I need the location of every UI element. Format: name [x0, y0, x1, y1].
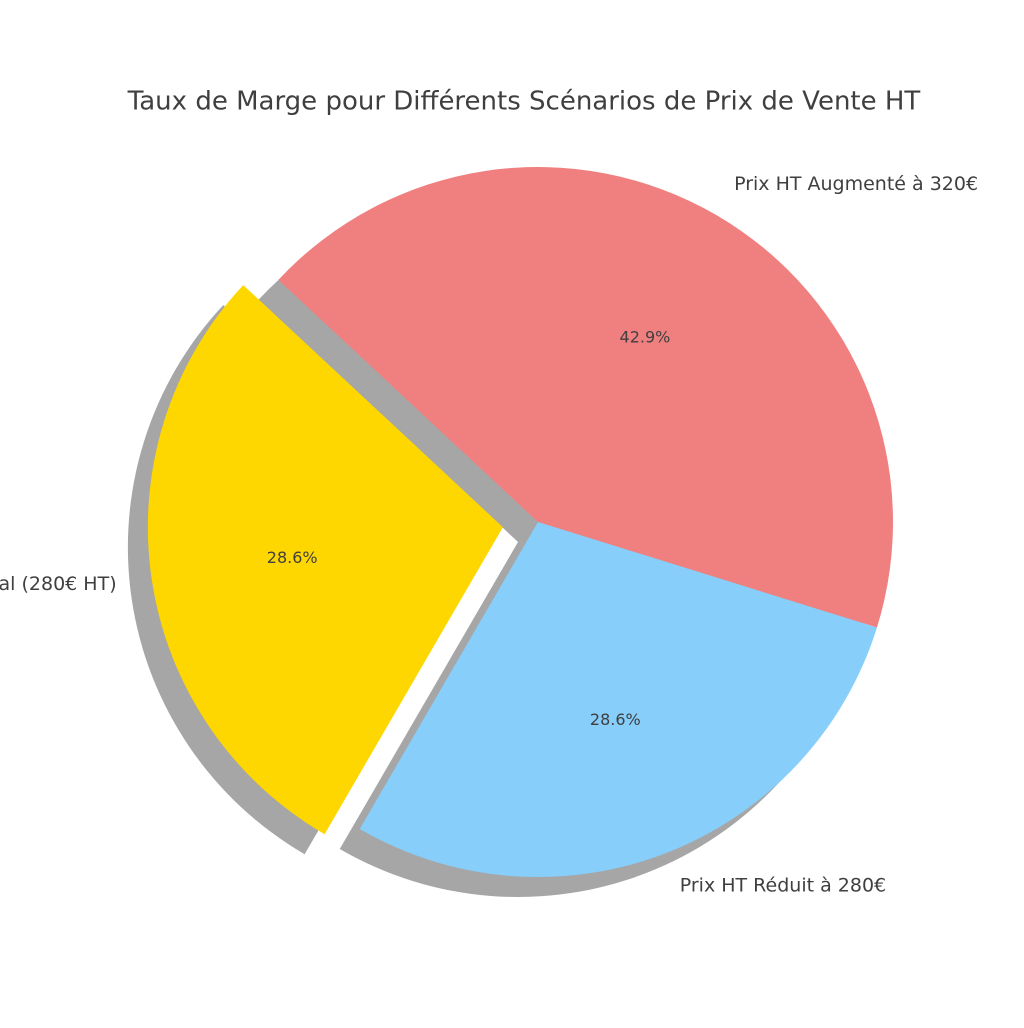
- pie-slice: [359, 522, 877, 877]
- value-label: 42.9%: [620, 327, 671, 346]
- chart-title: Taux de Marge pour Différents Scénarios …: [127, 87, 921, 117]
- category-label: al (280€ HT): [0, 573, 117, 595]
- slice-layer: [147, 167, 893, 877]
- pie-slice: [147, 285, 503, 835]
- category-label: Prix HT Augmenté à 320€: [734, 173, 978, 195]
- value-label: 28.6%: [267, 548, 318, 567]
- label-layer: 42.9% Prix HT Augmenté à 320€ 28.6% Prix HT…: [0, 173, 978, 897]
- category-label: Prix HT Réduit à 280€: [680, 874, 886, 896]
- value-label: 28.6%: [590, 710, 641, 729]
- pie-slice: [278, 167, 893, 628]
